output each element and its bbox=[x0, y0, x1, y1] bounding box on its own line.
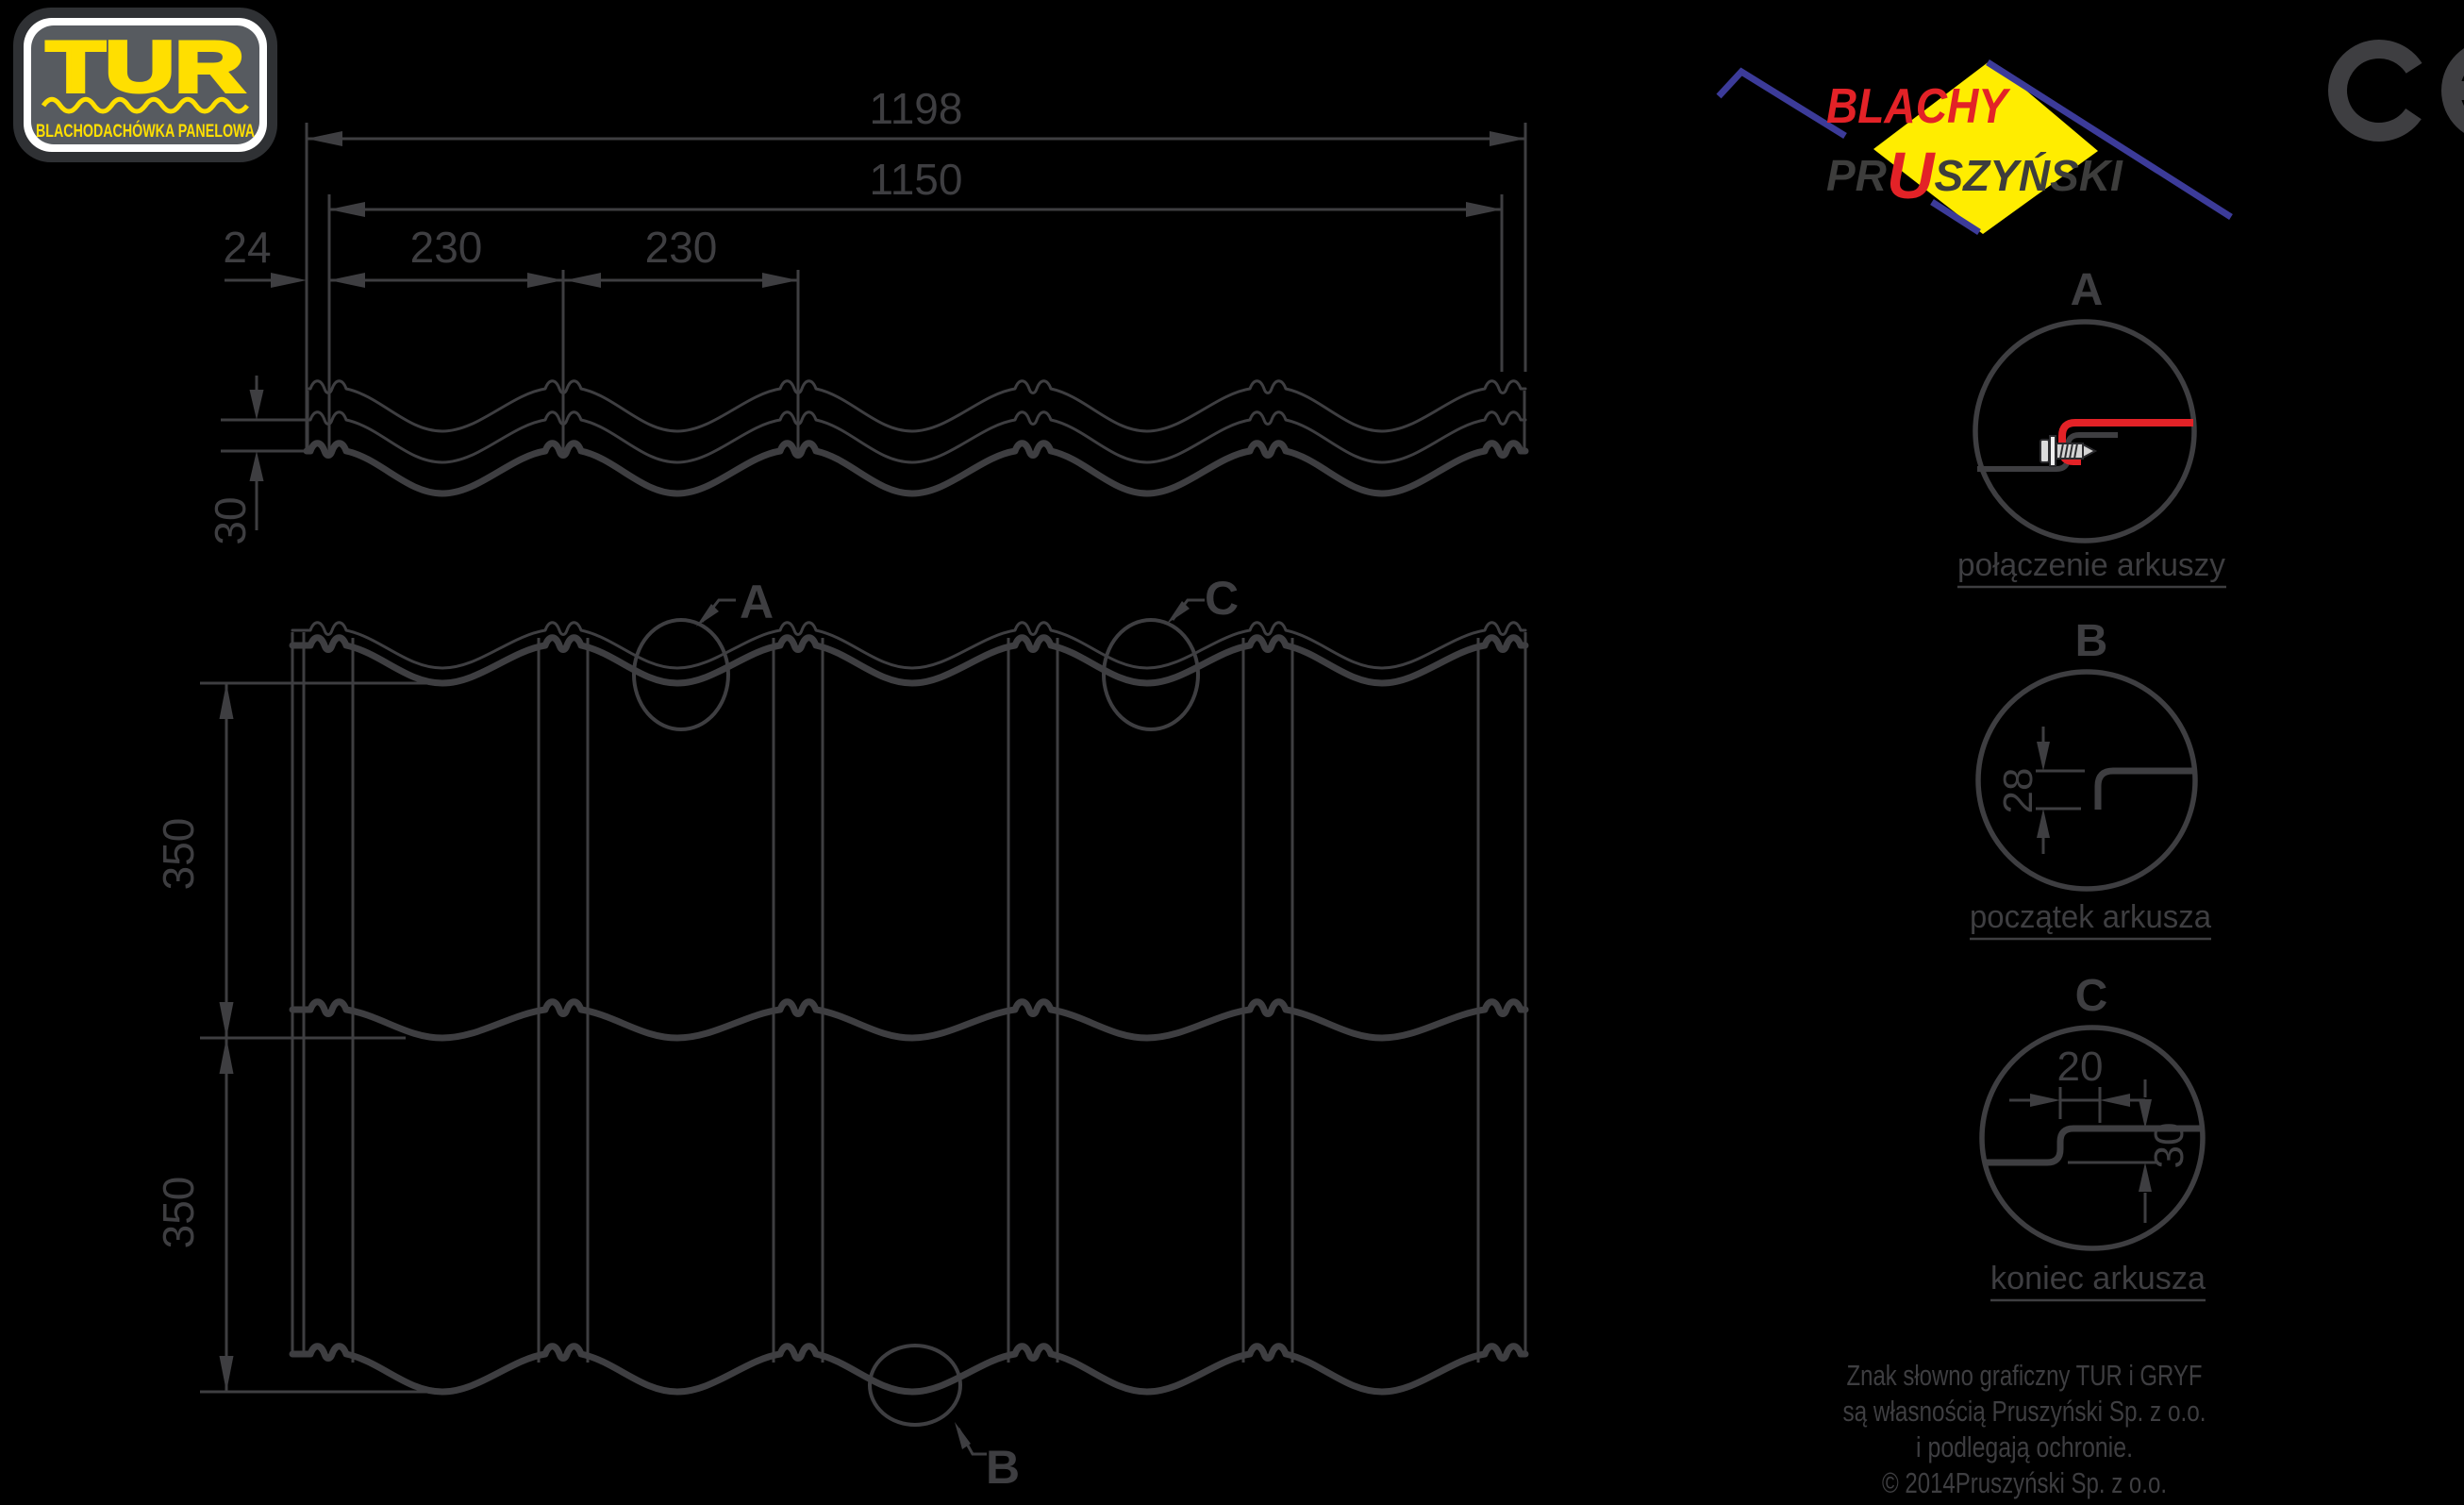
dim-24-label: 24 bbox=[223, 223, 271, 272]
copyright-line-3: i podlegają ochronie. bbox=[1916, 1430, 2133, 1463]
callout-a-letter: A bbox=[740, 576, 774, 628]
copyright-line-1: Znak słowno graficzny TUR i GRYF bbox=[1847, 1359, 2203, 1392]
plan-view: 350 350 A C B bbox=[154, 572, 1529, 1494]
brand-roof-line-small-icon bbox=[1930, 199, 1981, 235]
detail-a-title: A bbox=[2071, 265, 2104, 315]
detail-a: A połączenie arkuszy bbox=[1957, 265, 2226, 589]
tur-logo-wave-icon bbox=[41, 96, 249, 114]
detail-c-title: C bbox=[2075, 971, 2108, 1021]
tur-logo-subtitle: BLACHODACHÓWKA PANELOWA bbox=[36, 121, 255, 142]
screw-icon bbox=[2039, 435, 2098, 467]
ce-mark-icon bbox=[2328, 40, 2464, 142]
detail-b-title: B bbox=[2075, 616, 2108, 666]
dim-effective-width: 1150 bbox=[329, 155, 1502, 217]
dim-230-label-1: 230 bbox=[410, 223, 483, 272]
dim-rows: 350 350 bbox=[154, 681, 434, 1394]
detail-c-dim-30: 30 bbox=[2146, 1123, 2192, 1169]
detail-c-dim-20: 20 bbox=[2057, 1044, 2104, 1090]
dim-1150-label: 1150 bbox=[870, 155, 963, 204]
brand-diamond bbox=[1873, 60, 2098, 234]
tur-logo-panel bbox=[31, 25, 259, 144]
callout-c: C bbox=[1102, 572, 1239, 731]
brand-word-pruszynski: PRUSZYŃSKI bbox=[1826, 139, 2123, 212]
callout-b-letter: B bbox=[986, 1441, 1020, 1494]
copyright-line-4: © 2014Pruszyński Sp. z o.o. bbox=[1882, 1466, 2167, 1499]
detail-c-caption: koniec arkusza bbox=[1990, 1261, 2206, 1296]
detail-c-profile bbox=[1984, 1125, 2201, 1166]
dim-30-label: 30 bbox=[206, 496, 255, 544]
detail-b-caption: początek arkusza bbox=[1970, 899, 2211, 935]
plan-mid-step bbox=[289, 998, 1529, 1042]
brand-word-pr: PR bbox=[1826, 151, 1887, 200]
copyright-note: Znak słowno graficzny TUR i GRYF są włas… bbox=[1843, 1359, 2206, 1499]
detail-b-dim-28: 28 bbox=[1995, 768, 2041, 814]
dim-profile-height: 30 bbox=[206, 376, 306, 545]
callout-c-letter: C bbox=[1205, 572, 1239, 625]
detail-b: B 28 początek arkusza bbox=[1970, 616, 2211, 941]
extension-lines bbox=[305, 123, 1527, 451]
tur-logo: TUR BLACHODACHÓWKA PANELOWA bbox=[13, 8, 277, 162]
dim-1198-label: 1198 bbox=[870, 84, 963, 133]
brand-logo: BLACHY PRUSZYŃSKI bbox=[1716, 59, 2233, 235]
plan-rib-lines bbox=[291, 632, 1527, 1363]
plan-top-edge bbox=[289, 621, 1529, 687]
copyright-line-2: są własnością Pruszyński Sp. z o.o. bbox=[1843, 1395, 2206, 1428]
dim-total-width: 1198 bbox=[307, 84, 1525, 146]
dim-350-row1-label: 350 bbox=[154, 818, 203, 891]
dim-350-row2-label: 350 bbox=[154, 1177, 203, 1249]
brand-word-blachy: BLACHY bbox=[1826, 79, 2011, 134]
brand-roof-line-main-icon bbox=[1986, 59, 2233, 220]
detail-a-caption: połączenie arkuszy bbox=[1957, 547, 2225, 583]
callout-b: B bbox=[868, 1344, 1020, 1494]
brand-word-szynski: SZYŃSKI bbox=[1934, 151, 2123, 200]
profile-section-lines bbox=[303, 379, 1529, 497]
detail-b-profile bbox=[2094, 767, 2194, 810]
detail-c: C 20 30 koniec arkusza bbox=[1979, 971, 2206, 1302]
cross-section-view: 1198 1150 24 230 230 bbox=[206, 84, 1529, 545]
dim-230-label-2: 230 bbox=[645, 223, 718, 272]
brand-roof-line-left-icon bbox=[1716, 67, 1847, 139]
plan-bottom-edge bbox=[289, 1343, 1529, 1396]
brand-word-u: U bbox=[1887, 139, 1936, 212]
dim-module-row: 24 230 230 bbox=[223, 223, 798, 288]
tur-logo-title: TUR bbox=[46, 27, 244, 108]
callout-a: A bbox=[632, 576, 774, 731]
